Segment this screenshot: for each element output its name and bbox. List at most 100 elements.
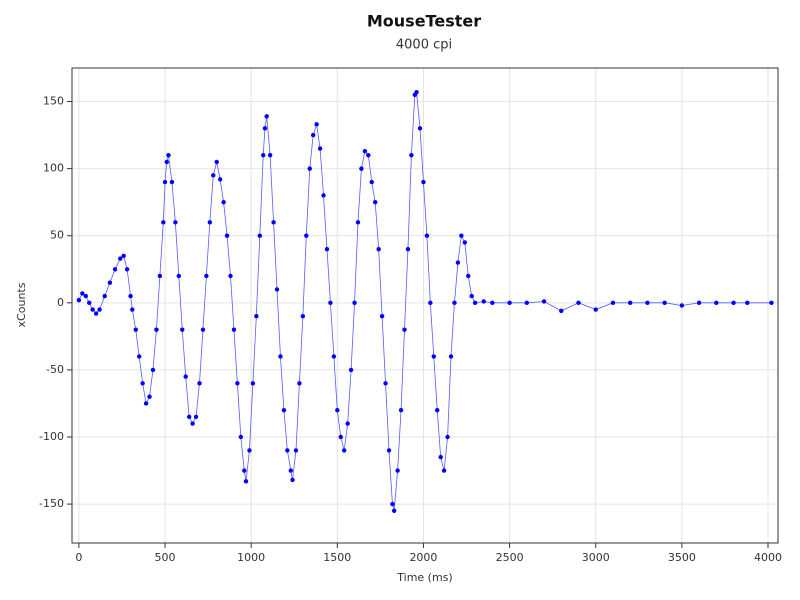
data-point (441, 468, 447, 473)
data-point (304, 233, 309, 238)
data-point (262, 126, 268, 131)
data-point (128, 293, 133, 299)
y-axis-label: xCounts (15, 282, 28, 327)
data-point (231, 327, 237, 332)
data-point (395, 468, 400, 473)
data-point (76, 297, 82, 303)
data-point (193, 414, 199, 420)
data-point (186, 414, 192, 420)
data-point (290, 477, 295, 483)
data-point (257, 233, 262, 238)
y-tick-label: 100 (43, 162, 64, 175)
data-point (386, 448, 392, 453)
data-point (93, 311, 99, 316)
data-point (696, 300, 702, 306)
data-point (200, 327, 206, 332)
data-point (331, 354, 337, 359)
data-point (235, 381, 240, 386)
data-point (627, 300, 633, 306)
data-point (559, 308, 564, 314)
data-point (173, 220, 178, 225)
data-point (162, 179, 168, 185)
data-point (274, 287, 280, 292)
data-point (297, 381, 302, 386)
data-point (328, 300, 333, 306)
data-point (102, 293, 107, 299)
data-point (136, 354, 142, 359)
data-point (541, 299, 547, 304)
data-point (278, 354, 283, 359)
y-tick-label: 0 (57, 296, 64, 309)
data-point (80, 291, 85, 296)
data-point (112, 267, 118, 272)
data-point (221, 199, 226, 205)
data-point (714, 300, 719, 306)
data-point (398, 407, 404, 413)
data-point (224, 233, 230, 238)
data-point (242, 468, 247, 473)
data-point (379, 314, 385, 319)
data-point (300, 314, 306, 319)
data-point (435, 407, 440, 413)
data-point (409, 153, 414, 158)
data-point (293, 448, 299, 453)
data-point (490, 300, 495, 306)
data-point (197, 381, 202, 386)
chart-title: MouseTester (367, 12, 481, 31)
data-point (469, 293, 474, 299)
data-point (169, 179, 175, 185)
data-point (288, 468, 293, 473)
data-point (424, 233, 430, 238)
data-point (459, 233, 464, 238)
data-point (610, 300, 616, 306)
data-point (207, 220, 213, 225)
data-point (524, 300, 530, 306)
y-tick-label: -50 (46, 363, 64, 376)
data-point (355, 220, 361, 225)
data-point (345, 421, 350, 426)
x-tick-label: 3500 (668, 551, 696, 564)
x-tick-label: 2500 (496, 551, 524, 564)
y-tick-label: 50 (50, 229, 64, 242)
data-point (238, 434, 244, 440)
data-point (455, 260, 461, 265)
data-point (352, 300, 357, 306)
data-point (481, 299, 486, 304)
data-point (390, 501, 395, 507)
data-point (228, 273, 233, 279)
data-point (250, 381, 256, 386)
data-point (130, 307, 135, 312)
data-point (271, 220, 276, 225)
data-point (431, 354, 436, 359)
x-tick-label: 1500 (323, 551, 351, 564)
data-point (445, 434, 450, 440)
data-point (417, 126, 423, 131)
data-point (121, 253, 126, 259)
data-point (405, 246, 411, 252)
data-point (438, 454, 443, 460)
x-tick-label: 0 (75, 551, 82, 564)
data-point (645, 300, 650, 306)
data-point (321, 193, 326, 198)
data-point (369, 179, 374, 185)
data-point (161, 220, 166, 225)
y-tick-label: -100 (39, 430, 64, 443)
data-point (391, 508, 397, 513)
data-point (83, 293, 88, 299)
data-point (150, 367, 156, 373)
data-point (362, 148, 368, 154)
data-point (87, 300, 92, 306)
data-point (310, 132, 316, 138)
data-point (97, 307, 102, 312)
data-point (164, 159, 169, 165)
data-point (448, 354, 454, 359)
data-point (254, 314, 259, 319)
data-point (157, 273, 163, 279)
data-point (261, 153, 266, 158)
data-point (373, 199, 378, 205)
plot-frame (71, 67, 779, 544)
data-point (348, 367, 354, 373)
data-point (335, 407, 340, 413)
data-point (342, 448, 347, 453)
data-point (247, 448, 252, 453)
